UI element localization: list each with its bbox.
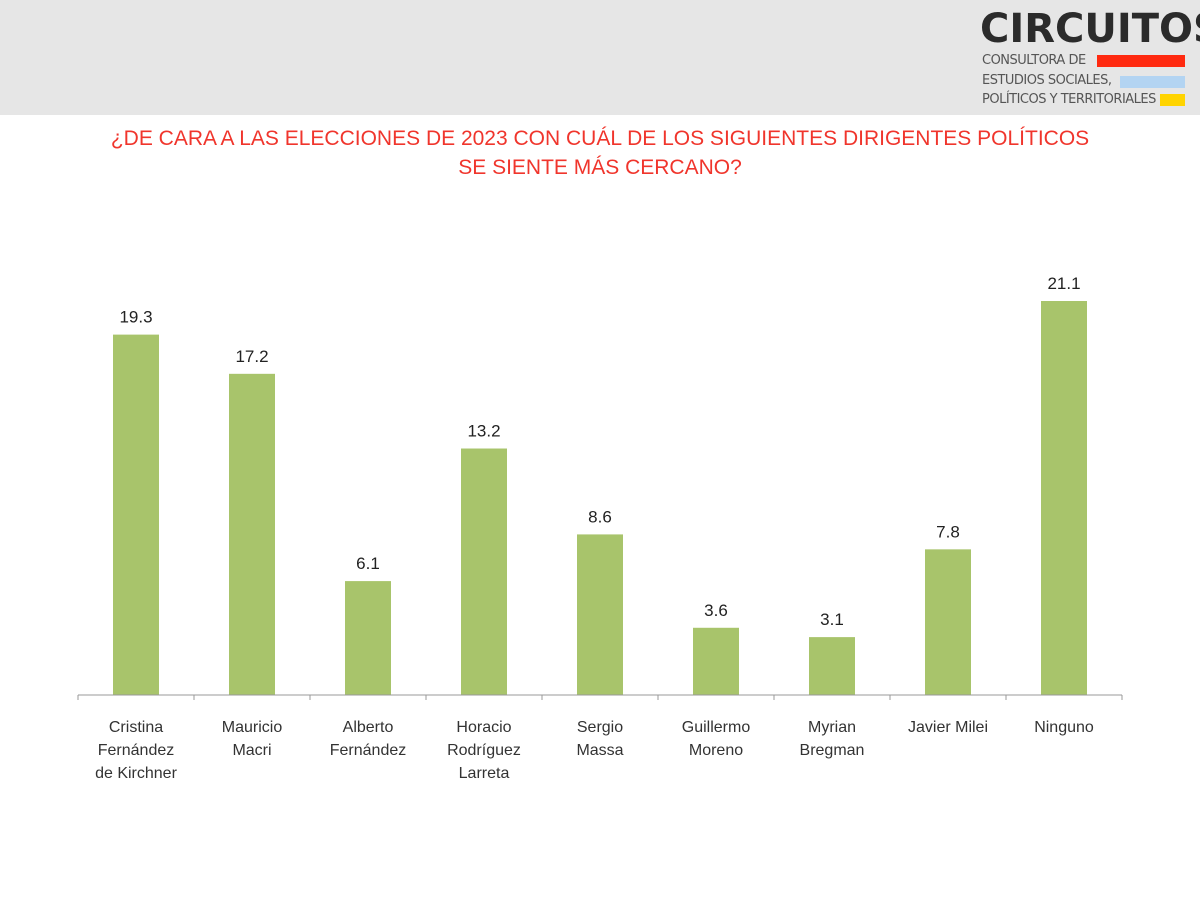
category-label: Fernández [330,742,407,759]
bar [113,334,159,695]
bar [1041,301,1087,695]
data-label: 3.6 [704,601,728,620]
data-label: 6.1 [356,554,380,573]
category-label: Guillermo [682,719,751,736]
logo-name: CIRCUITOS [980,6,1200,52]
category-label: Ninguno [1034,719,1094,736]
logo-stripe-blue [1120,76,1185,88]
category-label: Macri [232,742,271,759]
title-line-1: ¿DE CARA A LAS ELECCIONES DE 2023 CON CU… [110,127,1090,150]
category-label: Massa [576,742,623,759]
category-label: Cristina [109,719,163,736]
data-label: 7.8 [936,522,960,541]
chart-title: ¿DE CARA A LAS ELECCIONES DE 2023 CON CU… [0,124,1200,182]
bar [809,637,855,695]
title-line-2: SE SIENTE MÁS CERCANO? [458,156,742,179]
category-label: Alberto [343,719,394,736]
bar [229,373,275,695]
logo-line-1: CONSULTORA DE [982,53,1086,68]
category-label: Rodríguez [447,742,521,759]
data-label: 3.1 [820,610,844,629]
logo-stripe-red [1097,55,1185,67]
category-label: Sergio [577,719,623,736]
logo-stripe-yellow [1160,94,1185,106]
category-label: Myrian [808,719,856,736]
category-label: Horacio [456,719,511,736]
header-band: CIRCUITOS CONSULTORA DE ESTUDIOS SOCIALE… [0,0,1200,115]
data-label: 19.3 [119,308,152,327]
bar [925,549,971,695]
category-label: Javier Milei [908,719,988,736]
bar [577,534,623,695]
data-label: 17.2 [235,347,268,366]
category-label: Mauricio [222,719,283,736]
category-label: Fernández [98,742,175,759]
logo-line-3: POLÍTICOS Y TERRITORIALES [982,92,1156,107]
category-label: Larreta [459,765,510,782]
data-label: 21.1 [1047,274,1080,293]
category-label: de Kirchner [95,765,177,782]
data-label: 13.2 [467,422,500,441]
data-label: 8.6 [588,507,612,526]
category-label: Moreno [689,742,743,759]
category-label: Bregman [800,742,865,759]
circuitos-logo: CIRCUITOS CONSULTORA DE ESTUDIOS SOCIALE… [980,6,1200,110]
bar [693,627,739,695]
bar [461,448,507,695]
bar [345,581,391,695]
logo-line-2: ESTUDIOS SOCIALES, [982,73,1112,88]
